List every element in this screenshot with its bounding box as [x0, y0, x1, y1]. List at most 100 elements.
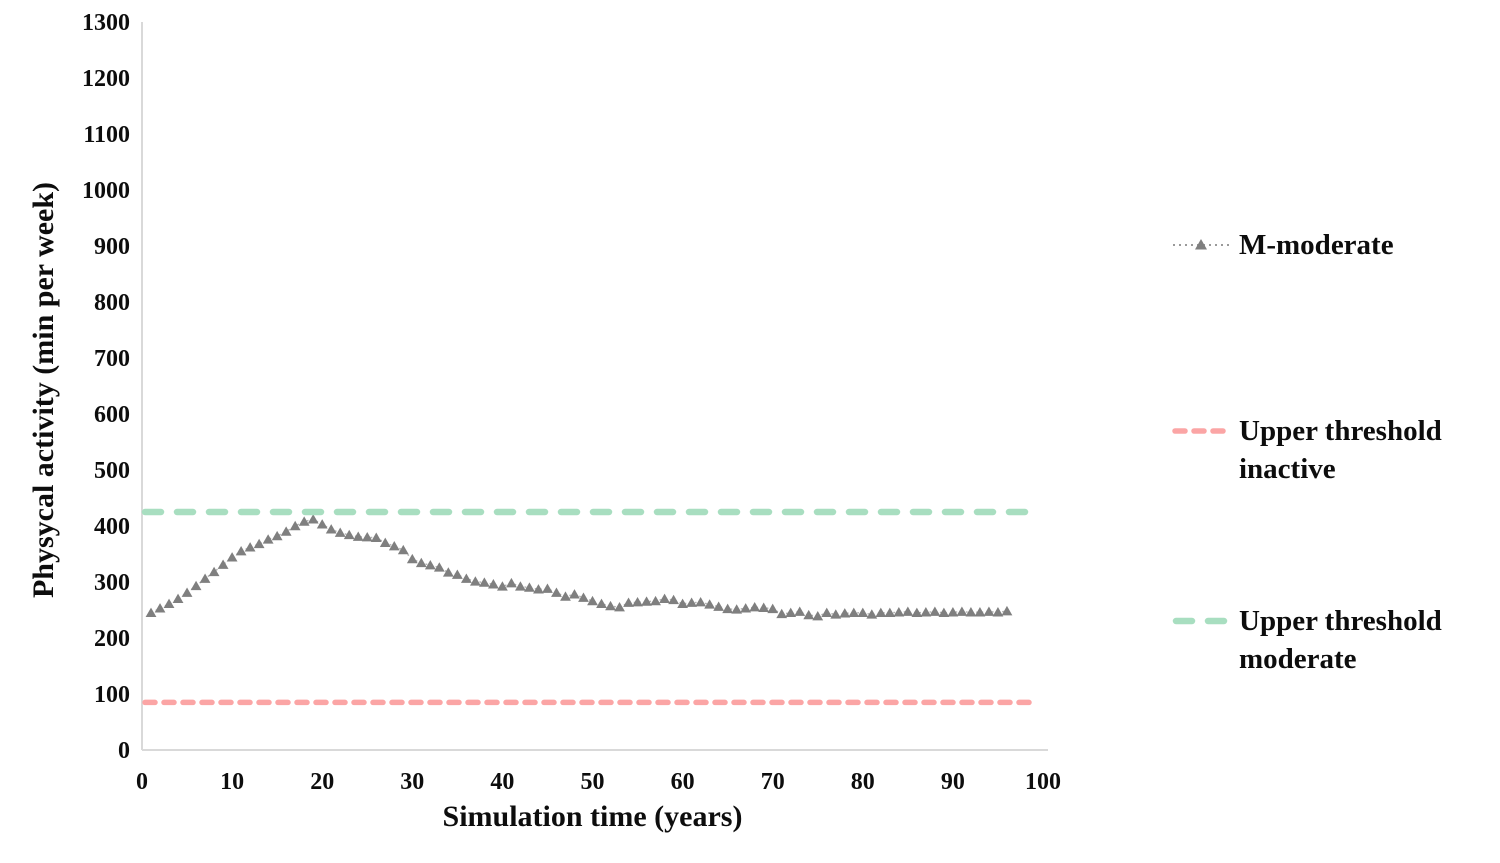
- x-tick-label: 80: [851, 769, 875, 795]
- data-point-marker: [965, 607, 977, 617]
- data-point-marker: [722, 603, 734, 614]
- data-point-marker: [641, 596, 652, 606]
- data-point-marker: [740, 603, 752, 613]
- data-point-marker: [524, 582, 535, 592]
- data-point-marker: [253, 538, 265, 549]
- data-point-marker: [451, 569, 463, 579]
- data-point-marker: [379, 537, 391, 547]
- y-tick-label: 400: [94, 514, 130, 540]
- data-point-marker: [839, 608, 851, 618]
- x-axis-title: Simulation time (years): [442, 800, 743, 833]
- data-point-marker: [848, 607, 860, 617]
- data-point-marker: [650, 595, 661, 606]
- data-point-marker: [469, 576, 481, 586]
- y-tick-label: 600: [94, 402, 130, 428]
- data-point-marker: [406, 553, 418, 564]
- x-tick-label: 0: [136, 769, 148, 795]
- data-point-marker: [172, 593, 184, 603]
- data-point-marker: [875, 607, 887, 617]
- y-tick-label: 900: [94, 234, 130, 260]
- legend-label-upper-threshold-moderate: Upper threshold moderate: [1239, 605, 1442, 675]
- data-point-marker: [190, 580, 202, 591]
- x-tick-label: 10: [220, 769, 244, 795]
- data-point-marker: [794, 606, 806, 616]
- y-tick-label: 300: [94, 570, 130, 596]
- data-point-marker: [776, 608, 788, 619]
- data-point-marker: [884, 607, 896, 617]
- data-point-marker: [632, 596, 643, 607]
- y-tick-label: 200: [94, 626, 130, 652]
- legend-item-m-moderate: M-moderate: [1172, 226, 1484, 264]
- data-point-marker: [866, 609, 878, 619]
- y-tick-label: 1000: [82, 178, 130, 204]
- data-point-marker: [334, 527, 346, 537]
- legend-swatch-m-moderate: [1173, 239, 1229, 250]
- data-point-marker: [605, 600, 616, 611]
- data-point-marker: [487, 579, 499, 589]
- x-tick-label: 60: [671, 769, 695, 795]
- data-point-marker: [929, 606, 941, 616]
- legend-label-m-moderate: M-moderate: [1239, 229, 1394, 261]
- y-tick-label: 0: [118, 738, 130, 764]
- data-point-marker: [280, 526, 292, 536]
- data-point-marker: [316, 519, 328, 529]
- data-point-marker: [262, 534, 274, 544]
- data-point-marker: [460, 573, 472, 583]
- data-point-marker: [442, 567, 454, 577]
- data-point-marker: [686, 597, 698, 607]
- data-point-marker: [397, 544, 409, 555]
- y-tick-label: 1300: [82, 10, 130, 36]
- data-point-marker: [974, 607, 986, 617]
- data-point-marker: [893, 607, 905, 617]
- data-point-marker: [947, 607, 959, 617]
- data-point-marker: [181, 587, 193, 597]
- data-point-marker: [226, 552, 238, 562]
- y-tick-label: 800: [94, 290, 130, 316]
- data-point-marker: [821, 607, 833, 617]
- data-point-marker: [569, 589, 580, 599]
- data-point-marker: [1001, 605, 1013, 616]
- data-point-marker: [785, 607, 797, 617]
- data-point-marker: [983, 606, 995, 616]
- data-point-marker: [154, 603, 166, 613]
- data-point-marker: [424, 560, 436, 570]
- x-tick-label: 20: [310, 769, 334, 795]
- data-point-marker: [370, 532, 382, 542]
- x-tick-label: 40: [490, 769, 514, 795]
- data-point-marker: [623, 597, 634, 607]
- data-point-marker: [542, 583, 553, 593]
- y-tick-label: 700: [94, 346, 130, 372]
- data-point-marker: [587, 595, 598, 606]
- data-point-marker: [244, 542, 256, 552]
- data-point-marker: [713, 601, 725, 611]
- legend-swatch-upper-threshold-moderate: [1172, 617, 1230, 625]
- legend-item-upper-threshold-inactive: Upper threshold inactive: [1172, 412, 1484, 488]
- data-point-marker: [956, 606, 968, 616]
- data-point-marker: [307, 514, 319, 524]
- data-point-marker: [614, 602, 625, 612]
- data-point-marker: [767, 603, 779, 614]
- x-tick-label: 50: [581, 769, 605, 795]
- data-point-marker: [289, 520, 301, 531]
- data-point-marker: [758, 602, 770, 612]
- data-point-marker: [388, 540, 400, 551]
- data-point-marker: [271, 530, 283, 541]
- data-point-marker: [415, 557, 427, 568]
- x-tick-label: 70: [761, 769, 785, 795]
- data-point-marker: [749, 602, 761, 612]
- data-point-marker: [920, 607, 932, 617]
- data-point-marker: [560, 591, 571, 601]
- legend-item-upper-threshold-moderate: Upper threshold moderate: [1172, 602, 1484, 678]
- data-point-marker: [677, 598, 688, 609]
- y-tick-label: 500: [94, 458, 130, 484]
- data-point-marker: [857, 607, 869, 617]
- legend-label-upper-threshold-inactive: Upper threshold inactive: [1239, 415, 1442, 485]
- data-point-marker: [506, 577, 517, 588]
- y-tick-label: 1100: [83, 122, 130, 148]
- data-point-marker: [731, 604, 743, 614]
- y-tick-label: 1200: [82, 66, 130, 92]
- data-point-marker: [199, 573, 211, 583]
- data-point-marker: [497, 581, 508, 591]
